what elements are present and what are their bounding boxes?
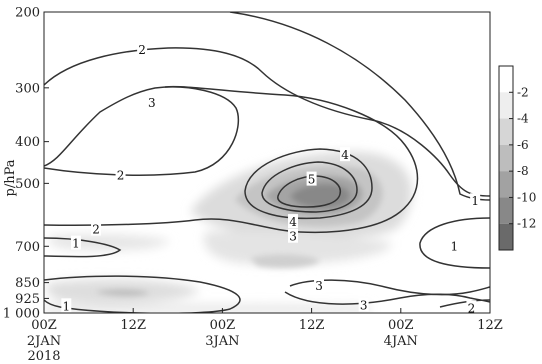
contour-line <box>244 148 373 220</box>
y-tick-label: 850 <box>15 276 40 291</box>
contour-label-bg <box>288 228 299 243</box>
contour-label: 1 <box>72 237 80 251</box>
contour-label-bg <box>91 221 102 236</box>
x-tick-label: 00Z <box>210 318 236 333</box>
contour-label: 5 <box>308 173 316 187</box>
colorbar-swatch <box>499 171 513 198</box>
x-tick-label: 12Z <box>299 318 325 333</box>
colorbar-label: -8 <box>517 164 529 178</box>
contour-line <box>44 85 419 234</box>
contour-label-bg <box>288 214 299 229</box>
colorbar-swatch <box>499 118 513 145</box>
x-tick-sublabel: 4JAN <box>384 334 418 349</box>
x-tick-label: 12Z <box>120 318 146 333</box>
x-tick-label: 00Z <box>388 318 414 333</box>
contour-label: 2 <box>117 169 125 183</box>
contour-label-bg <box>115 167 126 182</box>
contour-label: 2 <box>92 223 100 237</box>
colorbar-frame <box>498 65 514 251</box>
contour-label: 1 <box>62 299 70 313</box>
contour-line <box>277 175 342 208</box>
contour-label-bg <box>358 297 369 312</box>
contour-label-bg <box>470 193 481 208</box>
y-axis-title: p/hPa <box>3 159 18 196</box>
contour-label: 2 <box>468 301 476 315</box>
colorbar-label: -6 <box>517 138 529 152</box>
colorbar-label: -12 <box>517 217 536 231</box>
colorbar-swatch <box>499 223 513 250</box>
contour-label: 4 <box>341 148 349 162</box>
contour-label-bg <box>340 147 351 162</box>
colorbar-swatch <box>499 92 513 119</box>
contour-line <box>261 161 358 213</box>
contour-line <box>44 86 240 176</box>
colorbar: -2 -4 -6 -8 -10 -12 <box>498 65 536 251</box>
x-tick-sublabel: 3JAN <box>205 334 239 349</box>
contour-label: 3 <box>315 279 323 293</box>
contour-line <box>419 217 490 269</box>
x-tick-sublabel: 2018 <box>27 349 60 364</box>
y-tick-label: 925 <box>15 292 40 307</box>
contour-lines <box>44 12 490 313</box>
contour-line <box>229 12 490 201</box>
contour-label-bg <box>449 238 460 253</box>
y-tick-label: 700 <box>15 240 40 255</box>
x-tick-label: 12Z <box>477 318 503 333</box>
plot-frame <box>43 11 491 314</box>
contour-label-bg <box>314 277 325 292</box>
y-tick-label: 200 <box>15 6 40 21</box>
contour-label-bg <box>466 300 477 315</box>
contour-label-bg <box>61 298 72 313</box>
x-tick-label: 00Z <box>31 318 57 333</box>
contour-label: 3 <box>360 298 368 312</box>
contour-label: 4 <box>289 215 297 229</box>
y-tick-label: 500 <box>15 177 40 192</box>
colorbar-label: -4 <box>517 112 529 126</box>
colorbar-swatch <box>499 197 513 224</box>
contour-label-bg <box>306 171 317 186</box>
colorbar-swatch <box>499 144 513 172</box>
contour-line <box>44 275 241 313</box>
contour-label-bg <box>146 94 157 109</box>
y-tick-label: 400 <box>15 135 40 150</box>
x-tick-sublabel: 2JAN <box>27 334 61 349</box>
contour-label: 1 <box>450 239 458 253</box>
colorbar-swatch <box>499 66 513 93</box>
colorbar-label: -10 <box>517 190 536 204</box>
contour-label-bg <box>137 41 148 56</box>
contour-label: 2 <box>138 43 146 57</box>
colorbar-label: -2 <box>517 85 529 99</box>
contour-label: 1 <box>471 194 479 208</box>
contour-label-bg <box>70 235 81 250</box>
contour-label: 3 <box>289 230 297 244</box>
y-tick-label: 300 <box>15 81 40 96</box>
contour-label: 3 <box>148 96 156 110</box>
y-tick-label: 1 000 <box>3 307 40 322</box>
